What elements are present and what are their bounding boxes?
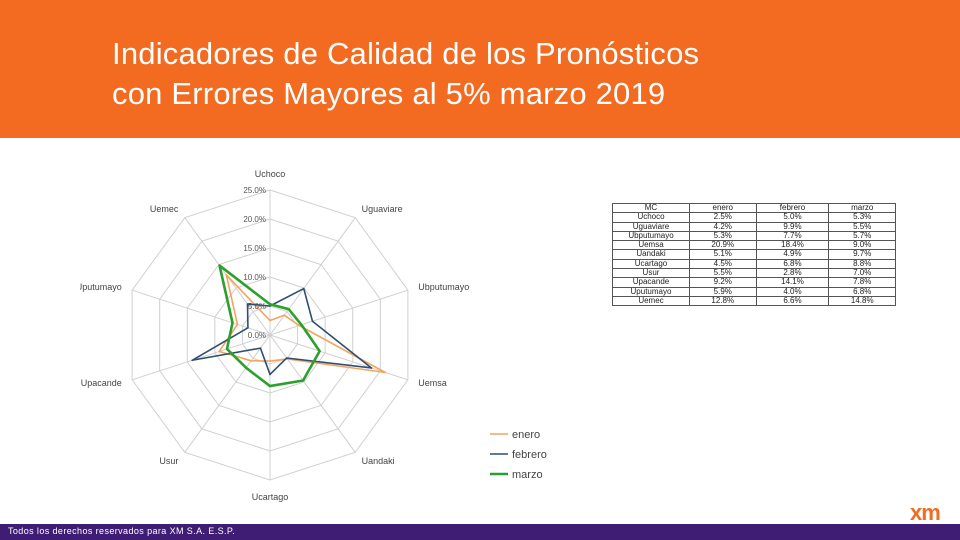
data-point [191, 359, 194, 362]
title-banner: Indicadores de Calidad de los Pronóstico… [0, 0, 960, 138]
table-row: Uandaki 5.1% 4.9% 9.7% [612, 249, 896, 260]
legend-label: febrero [512, 449, 547, 461]
tick-label: 25.0% [243, 186, 266, 195]
grid-spoke [269, 334, 356, 453]
data-point [218, 350, 221, 353]
radar-labels: 0.0% 5.0% 10.0% 15.0% 20.0% 25.0% Uchoco Uguavi… [80, 169, 469, 502]
data-point [311, 320, 314, 322]
tick-label: 0.0% [248, 331, 266, 340]
data-point [283, 314, 286, 317]
table-row: Uchoco 2.5% 5.0% 5.3% [612, 212, 896, 223]
category-label: Ucartago [252, 492, 289, 502]
tick-label: 15.0% [243, 244, 266, 253]
table-row: Upacande 9.2% 14.1% 7.8% [612, 277, 896, 288]
legend-label: enero [512, 429, 540, 441]
slide-title: Indicadores de Calidad de los Pronóstico… [112, 34, 912, 114]
table-body: Uchoco 2.5% 5.0% 5.3% Uguaviare 4.2% 9.9% 5.5% U… [612, 212, 896, 307]
data-point [231, 322, 234, 324]
data-point [269, 385, 271, 387]
grid-spoke [131, 289, 271, 336]
table-cell: Upacande [612, 277, 690, 288]
table-cell: 14.1% [755, 277, 830, 288]
footer-bar: Todos los derechos reservados para XM S.… [0, 524, 960, 540]
table-cell: 5.1% [689, 249, 757, 260]
table-cell: Uguaviare [612, 221, 690, 232]
table-row: Uguaviare 4.2% 9.9% 5.5% [612, 221, 896, 232]
table-cell: 7.8% [828, 277, 896, 288]
tick-label: 10.0% [243, 273, 266, 282]
data-table: MC enero febrero marzo Uchoco 2.5% 5.0% 5.3… [612, 202, 896, 307]
table-cell: 9.9% [755, 221, 830, 232]
data-point [298, 324, 301, 327]
table-cell: 4.9% [755, 249, 830, 260]
data-point [370, 367, 373, 369]
copyright-text: Todos los derechos reservados para XM S.… [8, 526, 236, 536]
table-cell: 9.2% [689, 277, 757, 288]
data-point [269, 373, 271, 376]
category-label: Uchoco [255, 169, 286, 179]
table-cell: 9.7% [828, 249, 896, 260]
data-point [285, 357, 288, 359]
chart-legend: enero febrero marzo [490, 429, 547, 481]
data-point [245, 367, 247, 369]
data-point [226, 348, 228, 350]
title-line-1: Indicadores de Calidad de los Pronóstico… [112, 36, 700, 71]
category-label: Uputumayo [80, 282, 122, 292]
data-point [236, 323, 239, 326]
table-cell: 6.6% [755, 295, 830, 307]
grid-spoke [131, 334, 271, 381]
category-label: Uemsa [418, 378, 447, 388]
category-label: Usur [159, 456, 178, 466]
category-label: Ubputumayo [418, 282, 469, 292]
data-point [259, 347, 262, 349]
xm-logo: xm [910, 500, 941, 525]
table-cell: 5.0% [755, 212, 830, 223]
table-header-row: MC enero febrero marzo [612, 202, 896, 214]
data-point [318, 350, 321, 352]
data-point [225, 274, 228, 276]
table-cell: Uemec [612, 295, 690, 307]
radar-series [191, 264, 387, 388]
category-label: Upacande [81, 378, 122, 388]
data-point [384, 371, 387, 374]
data-point [250, 360, 253, 362]
grid-spoke [269, 217, 356, 336]
table-cell: Uchoco [612, 212, 690, 223]
table-cell: 5.3% [828, 212, 896, 223]
tick-label: 5.0% [248, 302, 266, 311]
table-cell: 12.8% [689, 295, 757, 307]
data-point [246, 303, 249, 305]
table-row: Uemec 12.8% 6.6% 14.8% [612, 295, 896, 307]
category-label: Uandaki [362, 456, 395, 466]
data-point [269, 360, 271, 362]
data-point [269, 303, 271, 306]
data-point [269, 319, 271, 322]
radar-grid [131, 189, 409, 481]
data-point [302, 287, 305, 290]
table-cell: 2.5% [689, 212, 757, 223]
legend-label: marzo [512, 469, 543, 481]
table-cell: 14.8% [828, 295, 896, 307]
grid-spoke [184, 334, 271, 453]
data-point [302, 379, 304, 382]
tick-label: 20.0% [243, 215, 266, 224]
category-label: Uemec [150, 204, 179, 214]
table-cell: Uandaki [612, 249, 690, 260]
table-cell: 4.2% [689, 221, 757, 232]
data-point [287, 308, 290, 310]
grid-spoke [269, 289, 409, 336]
radar-chart: 0.0% 5.0% 10.0% 15.0% 20.0% 25.0% Uchoco Uguavi… [80, 169, 547, 502]
table-cell: 5.5% [828, 221, 896, 232]
data-point [218, 264, 221, 267]
data-point [300, 323, 303, 326]
title-line-2: con Errores Mayores al 5% marzo 2019 [112, 76, 666, 111]
category-label: Uguaviare [362, 204, 403, 214]
data-point [247, 327, 249, 329]
